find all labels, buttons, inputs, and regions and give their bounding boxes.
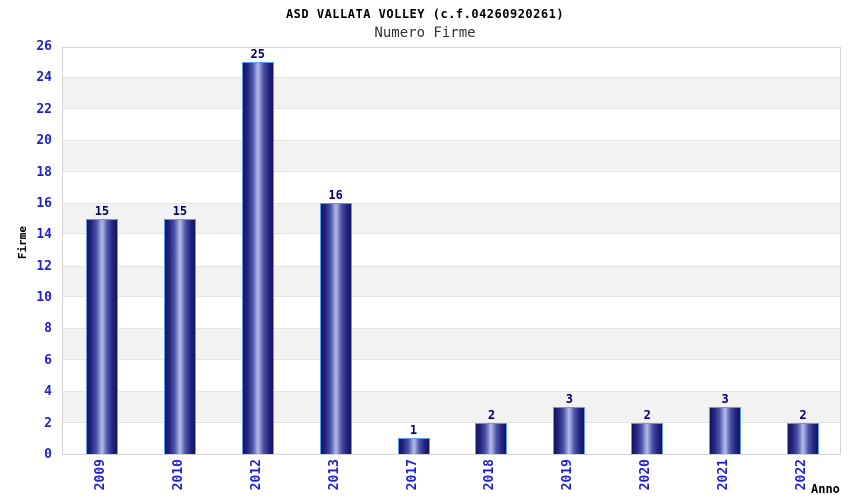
grid-band (63, 140, 840, 172)
bar-value-label: 2 (799, 407, 807, 422)
bar (787, 422, 820, 454)
grid-band (63, 109, 840, 140)
bar-value-label: 15 (94, 203, 110, 218)
y-tick-label: 24 (36, 70, 52, 86)
y-tick-label: 18 (36, 164, 52, 180)
x-tick-label: 2020 (638, 459, 654, 491)
bar-value-label: 16 (328, 187, 343, 202)
bar-value-label: 3 (721, 391, 729, 406)
x-tick-label: 2012 (248, 459, 264, 491)
chart-title: ASD VALLATA VOLLEY (c.f.04260920261) (285, 7, 565, 21)
bar (85, 218, 118, 454)
y-tick-label: 12 (36, 258, 52, 274)
bar-value-label: 2 (487, 407, 496, 422)
y-tick-label: 0 (44, 447, 52, 462)
x-tick-label: 2022 (794, 459, 810, 491)
y-tick-label: 20 (36, 133, 52, 149)
x-tick-label: 2010 (170, 459, 186, 491)
y-tick-label: 22 (36, 101, 52, 117)
bar (475, 422, 508, 454)
x-tick-label: 2009 (92, 459, 108, 491)
y-tick-label: 8 (44, 321, 52, 337)
bar (631, 422, 664, 454)
bar-value-label: 1 (409, 423, 418, 438)
bar (397, 438, 430, 454)
grid-band (63, 77, 840, 109)
chart-subtitle: Numero Firme (374, 25, 476, 41)
bar-value-label: 3 (565, 391, 573, 406)
plot-area: 15 15 25 16 1 2 3 2 3 2 (62, 47, 841, 455)
bar-value-label: 25 (250, 46, 265, 61)
x-tick-label: 2018 (482, 459, 498, 491)
bar-value-label: 2 (643, 407, 651, 422)
x-tick-label: 2017 (404, 459, 420, 491)
grid-band (63, 172, 840, 203)
x-axis-title: Anno (811, 482, 840, 496)
y-tick-label: 16 (36, 195, 52, 211)
bar (241, 61, 274, 454)
bar-value-label: 15 (172, 203, 188, 218)
grid-band (63, 46, 840, 77)
bar (319, 202, 352, 454)
y-tick-label: 26 (36, 39, 52, 54)
x-tick-label: 2013 (326, 459, 342, 491)
bar (709, 406, 742, 454)
x-tick-label: 2019 (560, 459, 576, 491)
y-tick-label: 10 (36, 290, 52, 306)
x-tick-label: 2021 (716, 459, 732, 491)
bar (553, 406, 586, 454)
y-tick-label: 2 (44, 415, 52, 431)
y-tick-label: 6 (44, 352, 52, 368)
bar (163, 218, 196, 454)
y-tick-label: 14 (36, 227, 52, 243)
y-tick-label: 4 (44, 384, 52, 400)
